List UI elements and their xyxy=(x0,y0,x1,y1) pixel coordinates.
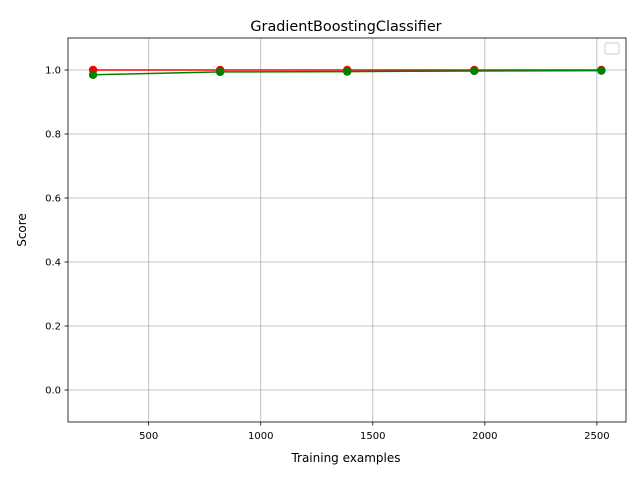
x-tick-label: 500 xyxy=(139,431,158,442)
y-tick-label: 0.0 xyxy=(45,386,61,397)
series-2-point xyxy=(343,67,352,76)
x-axis-label: Training examples xyxy=(290,451,400,465)
series-group xyxy=(88,65,606,80)
y-tick-label: 1.0 xyxy=(45,66,61,77)
x-tick-label: 2000 xyxy=(472,431,497,442)
y-tick-label: 0.2 xyxy=(45,322,61,333)
series-2-point xyxy=(470,66,479,76)
plot-frame xyxy=(67,37,627,423)
series-2-point xyxy=(88,70,98,80)
x-tick-label: 1000 xyxy=(248,431,273,442)
y-axis-ticks: 0.0 0.2 0.4 0.6 0.8 1.0 xyxy=(45,66,68,397)
legend-box xyxy=(604,42,620,55)
x-axis-ticks: 500 1000 1500 2000 2500 xyxy=(139,422,610,442)
grid-lines xyxy=(68,38,626,422)
x-tick-label: 2500 xyxy=(584,431,609,442)
y-tick-label: 0.4 xyxy=(45,258,61,269)
x-tick-label: 1500 xyxy=(360,431,385,442)
series-2-point xyxy=(597,66,606,75)
chart-title: GradientBoostingClassifier xyxy=(250,19,441,35)
series-2-point xyxy=(215,67,225,77)
y-tick-label: 0.8 xyxy=(45,130,61,141)
y-tick-label: 0.6 xyxy=(45,194,61,205)
y-axis-label: Score xyxy=(15,213,29,247)
